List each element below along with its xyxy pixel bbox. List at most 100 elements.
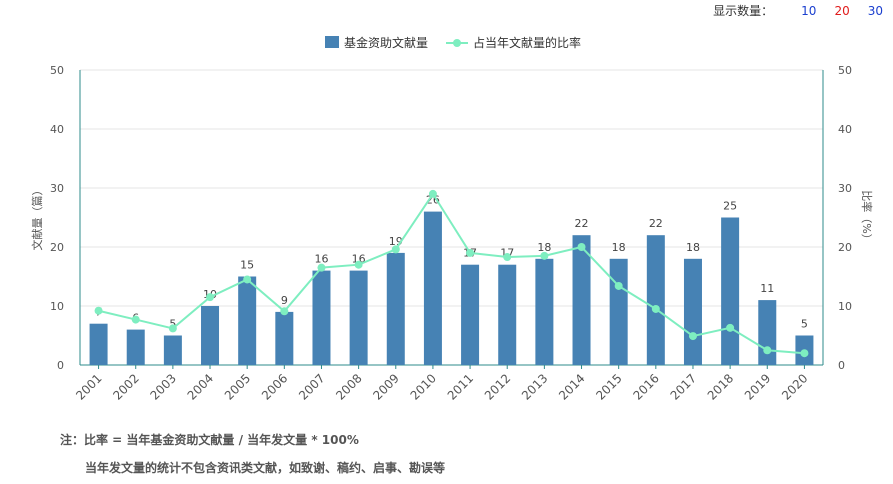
x-tick-label: 2012 (482, 371, 513, 402)
ratio-point-2015 (614, 281, 623, 290)
bar-2001 (89, 323, 108, 365)
bar-value-label: 25 (723, 200, 737, 213)
display-count-selector: 显示数量： 10 20 30 (713, 2, 883, 19)
bar-2015 (609, 258, 628, 365)
bar-2007 (312, 270, 331, 365)
y2-tick-label: 0 (838, 359, 845, 372)
y-tick-label: 50 (50, 64, 64, 77)
ratio-point-2009 (391, 245, 400, 254)
ratio-point-2014 (577, 243, 586, 251)
bar-value-label: 11 (760, 282, 774, 295)
bar-2014 (572, 235, 591, 365)
x-tick-label: 2011 (445, 371, 476, 402)
ratio-point-2020 (800, 349, 809, 358)
x-tick-label: 2009 (370, 371, 401, 402)
y-tick-label: 20 (50, 241, 64, 254)
bar-2003 (163, 335, 182, 365)
y-tick-label: 10 (50, 300, 64, 313)
bar-2010 (423, 211, 442, 365)
x-tick-label: 2003 (147, 371, 178, 402)
bar-value-label: 5 (801, 318, 808, 331)
bar-value-label: 5 (169, 318, 176, 331)
x-tick-label: 2013 (519, 371, 550, 402)
ratio-point-2016 (651, 304, 660, 313)
bar-2018 (721, 217, 740, 365)
ratio-point-2011 (466, 248, 475, 257)
legend-bar-label: 基金资助文献量 (344, 35, 428, 50)
bar-2012 (498, 264, 517, 365)
display-count-30-option[interactable]: 30 (867, 3, 883, 18)
x-tick-label: 2004 (185, 371, 216, 402)
x-tick-label: 2017 (668, 371, 699, 402)
fund-literature-chart: 0010102020303040405050文献量（篇）比率（%）7200162… (30, 35, 874, 403)
y2-tick-label: 50 (838, 64, 852, 77)
bar-value-label: 18 (537, 241, 551, 254)
display-count-10-option[interactable]: 10 (801, 3, 817, 18)
y2-axis-title: 比率（%） (860, 190, 874, 244)
x-tick-label: 2008 (333, 371, 364, 402)
bar-2009 (386, 252, 405, 365)
x-tick-label: 2005 (222, 371, 253, 402)
bar-2004 (201, 306, 220, 365)
bar-2017 (683, 258, 702, 365)
bar-value-label: 18 (686, 241, 700, 254)
x-tick-label: 2018 (705, 371, 736, 402)
y-tick-label: 40 (50, 123, 64, 136)
y-tick-label: 30 (50, 182, 64, 195)
bar-2019 (758, 300, 777, 365)
ratio-point-2010 (428, 189, 437, 198)
legend-line-label: 占当年文献量的比率 (473, 35, 581, 50)
bar-value-label: 18 (612, 241, 626, 254)
x-tick-label: 2019 (742, 371, 773, 402)
chart-notes: 注：比率 = 当年基金资助文献量 / 当年发文量 * 100% 当年发文量的统计… (60, 433, 445, 475)
x-tick-label: 2020 (779, 371, 810, 402)
ratio-point-2001 (94, 306, 103, 315)
ratio-point-2017 (688, 332, 697, 341)
bar-value-label: 16 (314, 253, 328, 266)
x-tick-label: 2002 (110, 371, 141, 402)
ratio-point-2008 (354, 260, 363, 269)
ratio-point-2019 (763, 346, 772, 355)
bar-value-label: 22 (575, 217, 589, 230)
bar-value-label: 26 (426, 194, 440, 207)
bar-value-label: 15 (240, 259, 254, 272)
ratio-point-2005 (243, 275, 252, 284)
y2-tick-label: 10 (838, 300, 852, 313)
bar-value-label: 22 (649, 217, 663, 230)
legend-bar-swatch (325, 36, 339, 48)
ratio-point-2012 (503, 253, 512, 262)
display-count-label: 显示数量： (713, 4, 774, 18)
x-tick-label: 2014 (556, 371, 587, 402)
bar-2005 (238, 276, 257, 365)
x-tick-label: 2007 (296, 371, 327, 402)
bar-2006 (275, 311, 294, 365)
ratio-point-2003 (168, 324, 177, 333)
y2-tick-label: 20 (838, 241, 852, 254)
x-tick-label: 2006 (259, 371, 290, 402)
x-tick-label: 2010 (408, 371, 439, 402)
bar-2013 (535, 258, 554, 365)
y-tick-label: 0 (57, 359, 64, 372)
ratio-line (98, 192, 805, 355)
legend-line-marker (453, 39, 461, 47)
y2-tick-label: 30 (838, 182, 852, 195)
note-ratio-formula: 注：比率 = 当年基金资助文献量 / 当年发文量 * 100% (60, 433, 359, 447)
ratio-point-2007 (317, 263, 326, 272)
x-tick-label: 2015 (593, 371, 624, 402)
ratio-point-2006 (280, 307, 289, 316)
y2-tick-label: 40 (838, 123, 852, 136)
display-count-20-option[interactable]: 20 (834, 3, 850, 18)
x-tick-label: 2016 (630, 371, 661, 402)
bar-2011 (461, 264, 480, 365)
y-axis-title: 文献量（篇） (30, 185, 44, 251)
note-exclusion: 当年发文量的统计不包含资讯类文献，如致谢、稿约、启事、勘误等 (85, 461, 446, 475)
bar-2008 (349, 270, 368, 365)
x-tick-label: 2001 (73, 371, 104, 402)
ratio-point-2013 (540, 251, 549, 260)
ratio-point-2018 (726, 323, 735, 332)
bar-2016 (646, 235, 665, 365)
ratio-point-2004 (206, 293, 215, 302)
bar-value-label: 9 (281, 294, 288, 307)
ratio-point-2002 (131, 315, 140, 324)
bar-2002 (126, 329, 145, 365)
